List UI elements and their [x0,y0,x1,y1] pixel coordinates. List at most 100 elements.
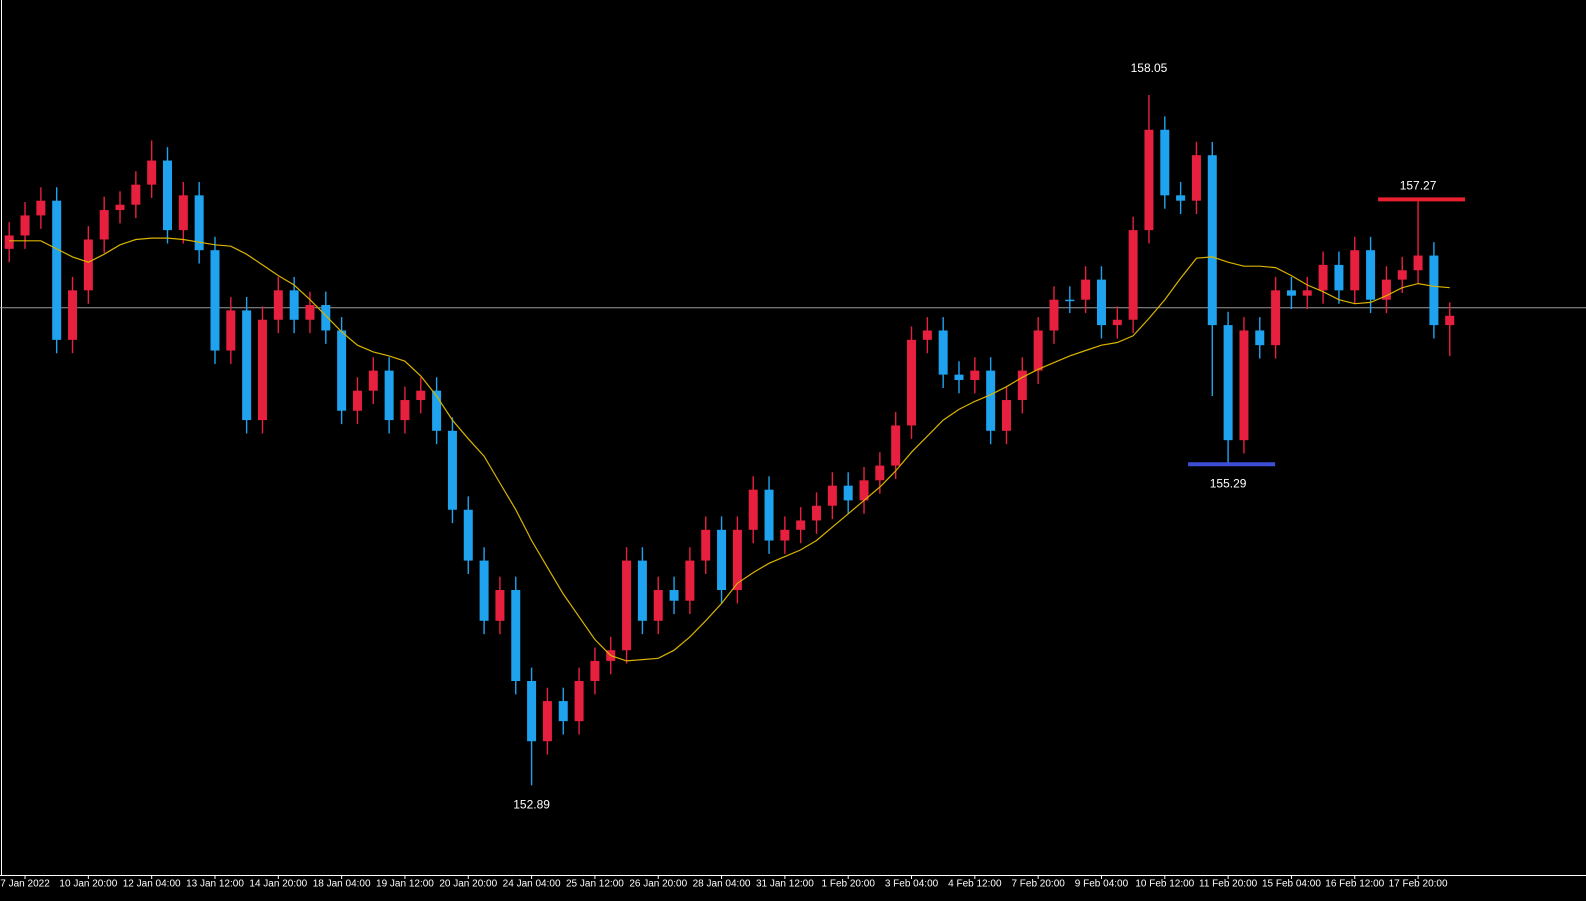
candle-body [416,390,426,401]
candle-body [1381,279,1391,300]
candle-body [1207,155,1217,326]
candle-body [1318,264,1328,291]
candle-body [827,485,837,506]
candle-body [970,370,980,380]
candle-body [1271,290,1281,346]
candle-body [527,681,537,742]
candle-body [891,425,901,466]
candle-body [384,370,394,421]
x-tick-label: 31 Jan 12:00 [756,879,814,890]
candle-body [1445,315,1455,326]
price-label: 158.05 [1131,61,1168,75]
candle-body [780,529,790,541]
candle-body [194,195,204,251]
candle-body [68,290,78,340]
candle-body [289,290,299,320]
x-tick-label: 7 Jan 2022 [0,879,50,890]
candle-body [1223,325,1233,441]
x-tick-label: 18 Jan 04:00 [313,879,371,890]
candle-body [305,305,315,320]
candle-body [147,160,157,185]
candle-body [1160,129,1170,196]
candle-body [20,215,30,236]
x-tick-label: 10 Feb 12:00 [1135,879,1194,890]
candle-body [1128,230,1138,320]
x-tick-label: 7 Feb 20:00 [1011,879,1065,890]
candle-body [210,250,220,351]
candle-body [1001,400,1011,431]
candle-body [1239,330,1249,441]
candle-body [637,560,647,621]
candle-body [1049,299,1059,331]
x-tick-label: 3 Feb 04:00 [885,879,939,890]
x-tick-label: 17 Feb 20:00 [1389,879,1448,890]
candle-body [717,529,727,591]
x-tick-label: 20 Jan 20:00 [439,879,497,890]
candle-body [859,480,869,501]
candle-body [1176,195,1186,201]
candle-body [1112,319,1122,326]
candle-body [400,400,410,421]
candle-body [1255,330,1265,346]
candle-body [257,319,267,421]
x-tick-label: 16 Feb 12:00 [1325,879,1384,890]
candle-body [226,310,236,351]
candle-body [986,370,996,431]
candle-body [796,520,806,530]
candle-body [875,465,885,481]
candle-body [685,560,695,601]
candle-body [115,204,125,211]
moving-average [9,237,1450,662]
x-tick-label: 28 Jan 04:00 [693,879,751,890]
candle-body [36,200,46,216]
candle-body [907,339,917,426]
candle-body [1350,250,1360,291]
candle-body [1302,290,1312,296]
candle-body [511,590,521,682]
candle-body [748,489,758,530]
candle-body [1429,255,1439,326]
candle-body [1065,299,1075,302]
candle-body [479,560,489,621]
level-label: 157.27 [1400,179,1437,193]
candle-body [1191,155,1201,201]
candle-body [1144,129,1154,231]
x-tick-label: 19 Jan 12:00 [376,879,434,890]
candle-body [812,505,822,521]
candle-body [954,374,964,380]
candle-body [352,390,362,411]
candle-body [542,701,552,742]
x-tick-label: 12 Jan 04:00 [123,879,181,890]
x-tick-label: 24 Jan 04:00 [503,879,561,890]
x-tick-label: 4 Feb 12:00 [948,879,1002,890]
candle-body [1413,255,1423,271]
x-tick-label: 9 Feb 04:00 [1075,879,1129,890]
candle-body [1033,330,1043,371]
candle-body [558,701,568,722]
candle-body [922,330,932,340]
candle-body [1397,270,1407,280]
candle-body [764,489,774,541]
x-tick-label: 26 Jan 20:00 [629,879,687,890]
price-label: 152.89 [513,798,550,812]
candle-body [622,560,632,651]
candle-body [463,509,473,561]
level-label: 155.29 [1210,476,1247,490]
candle-body [1334,264,1344,291]
candle-body [163,160,172,231]
x-tick-label: 25 Jan 12:00 [566,879,624,890]
candle-body [653,590,663,621]
candle-body [99,210,109,240]
candle-body [178,195,188,231]
candle-body [574,681,584,722]
candle-body [1017,370,1027,401]
x-tick-label: 13 Jan 12:00 [186,879,244,890]
candle-body [495,590,505,621]
candle-body [321,305,331,331]
candle-body [732,529,742,591]
x-tick-label: 11 Feb 20:00 [1199,879,1258,890]
candle-body [4,235,14,249]
